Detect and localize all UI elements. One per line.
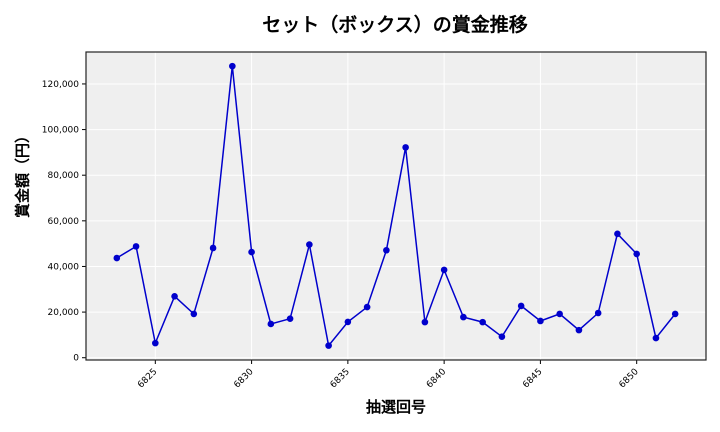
data-point — [556, 310, 563, 318]
y-tick-label: 120,000 — [42, 80, 79, 90]
data-point — [132, 243, 140, 250]
data-point — [363, 303, 371, 311]
data-point — [248, 248, 255, 256]
data-point — [383, 246, 390, 254]
data-point — [614, 230, 621, 238]
data-point — [325, 342, 332, 349]
data-point — [517, 302, 525, 310]
data-point — [267, 320, 275, 328]
data-point — [421, 318, 429, 326]
x-tick-label: 6850 — [618, 367, 641, 390]
data-point — [152, 339, 159, 347]
data-point — [402, 144, 409, 151]
x-axis-label: 抽選回号 — [365, 398, 427, 416]
x-tick-label: 6845 — [521, 367, 544, 390]
data-point — [286, 315, 294, 323]
data-point — [209, 244, 217, 252]
y-tick-label: 60,000 — [48, 217, 80, 227]
series-line — [116, 66, 676, 348]
data-point — [594, 309, 602, 317]
x-tick-label: 6840 — [425, 367, 448, 390]
data-point — [575, 326, 583, 334]
data-point — [479, 318, 486, 326]
y-tick-label: 100,000 — [42, 126, 79, 136]
plot-area — [86, 52, 706, 360]
y-tick-label: 80,000 — [48, 171, 80, 181]
data-point — [344, 318, 352, 326]
data-point — [113, 254, 121, 262]
data-point — [306, 241, 313, 248]
x-tick-label: 6830 — [232, 367, 255, 390]
data-point — [537, 317, 544, 325]
y-tick-label: 20,000 — [48, 308, 80, 318]
y-tick-label: 0 — [73, 354, 79, 364]
data-point — [633, 250, 640, 258]
data-point — [671, 310, 679, 318]
x-tick-label: 6835 — [329, 367, 352, 390]
data-point — [652, 334, 660, 342]
data-point — [498, 333, 506, 341]
data-point — [229, 62, 236, 70]
data-point — [460, 313, 467, 321]
x-tick-label: 6825 — [136, 367, 159, 390]
chart-title: セット（ボックス）の賞金推移 — [262, 14, 528, 36]
y-tick-label: 40,000 — [48, 262, 80, 272]
data-point — [190, 310, 198, 318]
data-point — [171, 293, 178, 300]
data-point — [440, 266, 448, 274]
plot-frame — [85, 51, 707, 361]
